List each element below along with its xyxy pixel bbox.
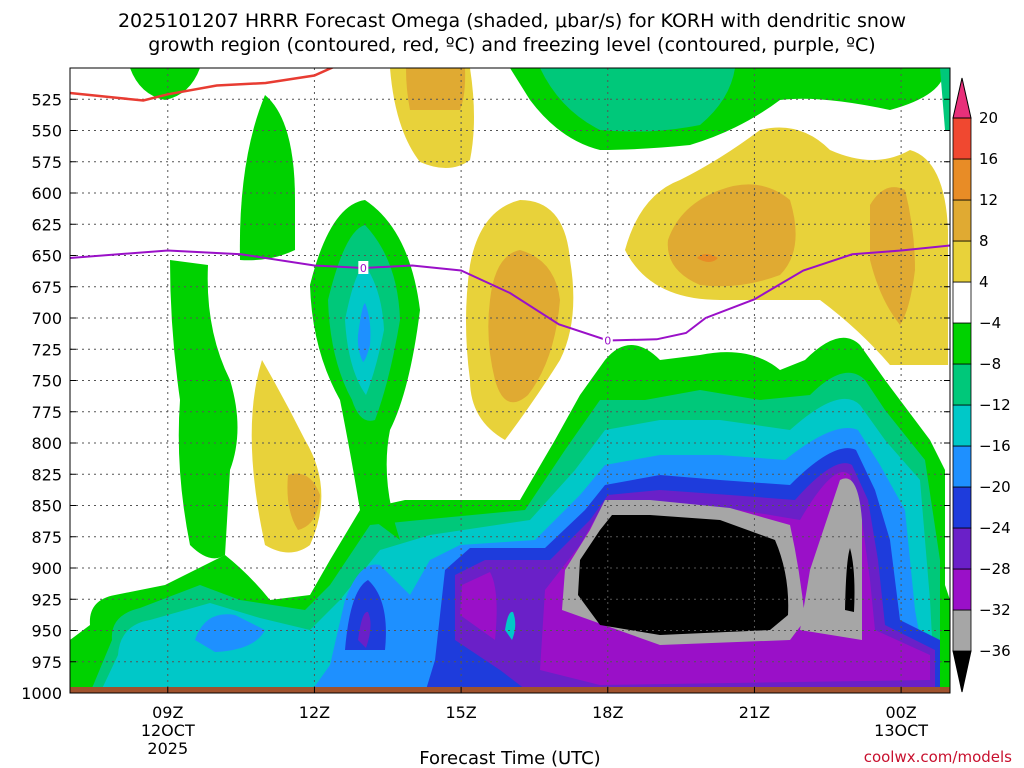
omega-orange-blob-right-1	[667, 184, 796, 287]
colorbar-swatch--32-to--28	[952, 568, 972, 611]
colorbar-label-6: −8	[979, 355, 1001, 373]
colorbar-label-12: −32	[979, 601, 1011, 619]
y-axis: 525 550 575 600 625 650 675 700 725 750 775 800 825 8…	[21, 90, 950, 703]
dendritic-growth-contour	[70, 68, 335, 102]
colorbar-label-11: −28	[979, 560, 1011, 578]
x-tick-date-00Z: 13OCT	[874, 721, 928, 740]
y-tick-label-850: 850	[31, 497, 62, 516]
colorbar-swatch-above-max	[952, 77, 972, 119]
colorbar-swatch-4-to-8	[952, 240, 972, 283]
omega-band-cyan-patch	[505, 611, 516, 640]
y-tick-label-800: 800	[31, 434, 62, 453]
colorbar-swatch--12-to--8	[952, 363, 972, 406]
y-tick-label-525: 525	[31, 90, 62, 109]
colorbar-swatch--16-to--12	[952, 404, 972, 447]
y-tick-label-600: 600	[31, 184, 62, 203]
omega-field-upper-levels	[130, 68, 950, 559]
x-tick-date-09Z: 12OCT	[141, 721, 195, 740]
colorbar-swatch--36-to--32	[952, 609, 972, 652]
y-tick-label-950: 950	[31, 622, 62, 641]
y-tick-label-875: 875	[31, 528, 62, 547]
gridlines	[70, 68, 950, 693]
freezing-level-contour	[70, 244, 950, 342]
omega-band-black	[578, 515, 855, 635]
colorbar-swatch--24-to--20	[952, 486, 972, 529]
y-tick-label-650: 650	[31, 247, 62, 266]
y-tick-label-1000: 1000	[21, 684, 62, 703]
freezing-label-bg-1	[602, 333, 613, 347]
freezing-level-label-1: 0	[604, 335, 611, 348]
omega-orange-blob-right-2	[870, 187, 915, 325]
colorbar-swatch-12-to-16	[952, 158, 972, 201]
colorbar-label-0: 20	[979, 109, 998, 127]
x-tick-label-18Z: 18Z	[592, 703, 623, 722]
colorbar-swatch-16-to-20	[952, 117, 972, 160]
colorbar-label-10: −24	[979, 519, 1011, 537]
colorbar-swatch--8-to--4	[952, 322, 972, 365]
y-tick-label-575: 575	[31, 153, 62, 172]
colorbar-label-7: −12	[979, 396, 1011, 414]
x-axis-title: Forecast Time (UTC)	[419, 748, 600, 768]
x-tick-label-21Z: 21Z	[739, 703, 770, 722]
y-tick-label-625: 625	[31, 215, 62, 234]
y-tick-label-700: 700	[31, 309, 62, 328]
omega-teal-blob-top-right	[540, 68, 735, 132]
colorbar-swatch-8-to-12	[952, 199, 972, 242]
colorbar-swatch--28-to--24	[952, 527, 972, 570]
x-tick-label-12Z: 12Z	[299, 703, 330, 722]
freezing-level-label-0: 0	[360, 262, 367, 275]
x-tick-label-15Z: 15Z	[445, 703, 476, 722]
x-tick-year-09Z: 2025	[147, 739, 188, 758]
y-tick-label-825: 825	[31, 465, 62, 484]
omega-orange-blob-left	[287, 473, 320, 530]
colorbar: 20 16 12 8 4 −4 −8 −12 −16 −20 −24 −28 −32 −36	[952, 77, 1011, 693]
x-tick-label-09Z: 09Z	[152, 703, 183, 722]
colorbar-label-2: 12	[979, 191, 998, 209]
x-tick-label-00Z: 00Z	[885, 703, 916, 722]
colorbar-label-4: 4	[979, 273, 989, 291]
omega-field-low-levels	[70, 337, 950, 693]
chart-title-line-1: 2025101207 HRRR Forecast Omega (shaded, …	[118, 10, 906, 32]
colorbar-label-8: −16	[979, 437, 1011, 455]
chart-title-line-2: growth region (contoured, red, ºC) and f…	[148, 34, 875, 56]
freezing-label-bg-0	[358, 261, 369, 274]
y-tick-label-550: 550	[31, 122, 62, 141]
omega-green-column-left	[170, 260, 238, 559]
colorbar-label-1: 16	[979, 150, 998, 168]
colorbar-label-13: −36	[979, 642, 1011, 660]
y-tick-label-725: 725	[31, 340, 62, 359]
credit-text: coolwx.com/models	[864, 748, 1012, 766]
omega-orange-blob-top	[406, 68, 466, 110]
colorbar-swatch--4-to-4	[952, 281, 972, 324]
y-tick-label-900: 900	[31, 559, 62, 578]
y-tick-label-975: 975	[31, 653, 62, 672]
colorbar-swatch-below-min	[952, 650, 972, 693]
colorbar-label-5: −4	[979, 314, 1001, 332]
y-tick-label-750: 750	[31, 372, 62, 391]
colorbar-label-3: 8	[979, 232, 989, 250]
omega-green-tongue-upper	[239, 95, 295, 261]
y-tick-label-675: 675	[31, 278, 62, 297]
freezing-level-labels: 00	[358, 261, 613, 348]
omega-orange-blob-mid	[488, 250, 560, 403]
y-tick-label-775: 775	[31, 403, 62, 422]
y-tick-label-925: 925	[31, 590, 62, 609]
colorbar-label-9: −20	[979, 478, 1011, 496]
colorbar-swatch--20-to--16	[952, 445, 972, 488]
terrain-strip	[70, 687, 950, 693]
omega-lightblue-column-mid	[357, 303, 371, 362]
